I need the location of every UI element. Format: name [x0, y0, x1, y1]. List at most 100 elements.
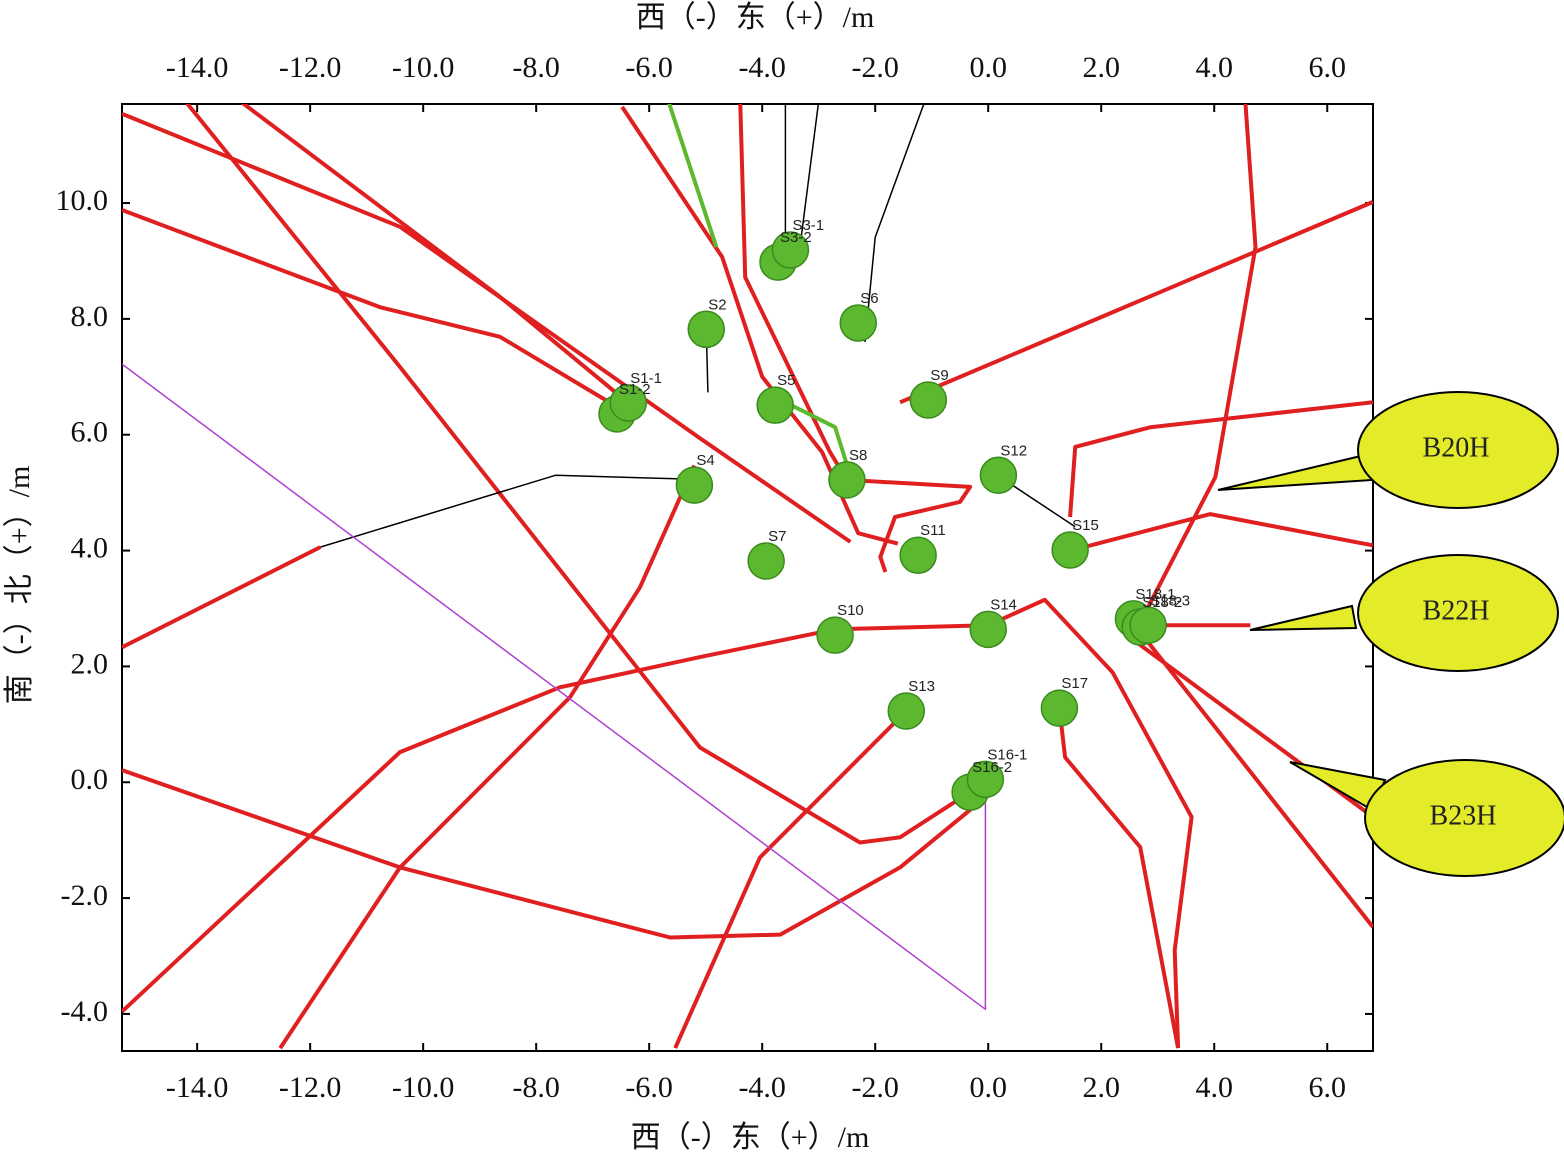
callout-tail	[1249, 604, 1358, 631]
well-label: S14	[990, 596, 1017, 613]
well-label: S13	[908, 678, 935, 695]
x-tick-label-top: 4.0	[1195, 51, 1233, 84]
callout-label: B22H	[1423, 595, 1490, 626]
well-label: S2	[708, 296, 726, 313]
trajectory	[185, 104, 972, 845]
well	[899, 536, 937, 574]
trajectory	[1138, 104, 1258, 624]
x-tick-label-bottom: 2.0	[1082, 1071, 1120, 1104]
x-tick-label-top: -4.0	[738, 51, 786, 84]
y-tick-label: 2.0	[71, 647, 109, 680]
well-label: S1-2	[619, 381, 651, 398]
y-tick-label: 6.0	[71, 416, 109, 449]
well	[909, 381, 948, 419]
x-tick-label-bottom: -10.0	[392, 1071, 455, 1104]
trajectory	[864, 104, 925, 343]
well	[687, 310, 726, 349]
well	[816, 616, 854, 654]
y-tick-label: -2.0	[61, 879, 109, 912]
x-axis-title-top: 西（-）东（+）/m	[636, 1, 875, 34]
well	[1129, 606, 1167, 645]
trajectory	[1068, 400, 1373, 518]
well-label: S9	[930, 367, 948, 384]
well-label: S6	[860, 290, 878, 307]
x-tick-label-top: -2.0	[851, 51, 899, 84]
callout-label: B20H	[1423, 432, 1490, 463]
well	[966, 760, 1005, 799]
x-tick-label-bottom: -2.0	[851, 1071, 899, 1104]
well-label: S18-1	[1135, 586, 1175, 603]
x-tick-label-top: -14.0	[166, 51, 229, 84]
trajectory	[278, 464, 697, 1050]
x-tick-label-bottom: 0.0	[969, 1071, 1007, 1104]
x-tick-label-bottom: -4.0	[738, 1071, 786, 1104]
callout	[1357, 554, 1559, 672]
well-label: S3-2	[780, 229, 812, 246]
well	[756, 386, 794, 424]
trajectory	[846, 477, 973, 573]
callout	[1364, 759, 1564, 877]
trajectory	[899, 200, 1373, 405]
well	[828, 461, 866, 499]
well-label: S17	[1061, 675, 1088, 692]
y-tick-label: 10.0	[56, 184, 109, 217]
y-tick-label: 8.0	[71, 300, 109, 333]
x-tick-label-top: -6.0	[625, 51, 673, 84]
well-label: S8	[849, 447, 867, 464]
well	[887, 692, 926, 730]
trajectory	[667, 104, 719, 248]
well-label: S3-1	[792, 217, 824, 234]
trajectory	[620, 105, 899, 546]
trajectory	[122, 363, 987, 1011]
well	[969, 610, 1007, 649]
well-label: S18-2	[1142, 594, 1182, 611]
trajectory	[122, 111, 852, 544]
y-tick-label: 4.0	[71, 531, 109, 564]
plot-frame	[121, 103, 1374, 1052]
y-tick-label: 0.0	[71, 763, 109, 796]
x-tick-label-top: -8.0	[512, 51, 560, 84]
well-label: S5	[777, 372, 795, 389]
well	[1040, 689, 1079, 727]
well-label: S12	[1000, 442, 1027, 459]
x-axis-title-bottom: 西（-）东（+）/m	[631, 1121, 870, 1154]
callout	[1357, 391, 1559, 509]
well-label: S7	[768, 528, 786, 545]
x-tick-label-bottom: -8.0	[512, 1071, 560, 1104]
well	[675, 466, 714, 504]
well-label: S11	[920, 522, 946, 539]
x-tick-label-bottom: -12.0	[279, 1071, 342, 1104]
trajectory	[122, 545, 322, 650]
trajectory	[774, 395, 853, 476]
x-tick-label-bottom: -6.0	[625, 1071, 673, 1104]
x-tick-label-top: -10.0	[392, 51, 455, 84]
well	[609, 384, 648, 422]
well-label: S16-2	[972, 759, 1012, 776]
y-axis-title: 南（-）北（+）/m	[3, 466, 36, 705]
trajectory	[1057, 707, 1181, 1049]
x-tick-label-top: 6.0	[1308, 51, 1346, 84]
well-label: S18-3	[1150, 592, 1190, 609]
trajectory	[800, 104, 820, 238]
x-tick-label-bottom: -14.0	[166, 1071, 229, 1104]
well-label: S1-1	[630, 370, 662, 387]
well-label: S4	[696, 452, 714, 469]
x-tick-label-bottom: 4.0	[1195, 1071, 1233, 1104]
well	[979, 456, 1018, 495]
well-label: S16-1	[987, 746, 1027, 763]
callout-label: B23H	[1430, 800, 1497, 831]
x-tick-label-bottom: 6.0	[1308, 1071, 1346, 1104]
well	[1051, 531, 1089, 569]
trajectory	[1138, 630, 1373, 929]
well	[839, 304, 877, 342]
well	[771, 231, 810, 269]
well-label: S10	[837, 602, 864, 619]
x-tick-label-top: 0.0	[969, 51, 1007, 84]
trajectory	[240, 104, 630, 405]
trajectory	[320, 474, 695, 548]
trajectory	[673, 709, 908, 1049]
trajectory	[122, 208, 619, 409]
well	[747, 542, 785, 580]
